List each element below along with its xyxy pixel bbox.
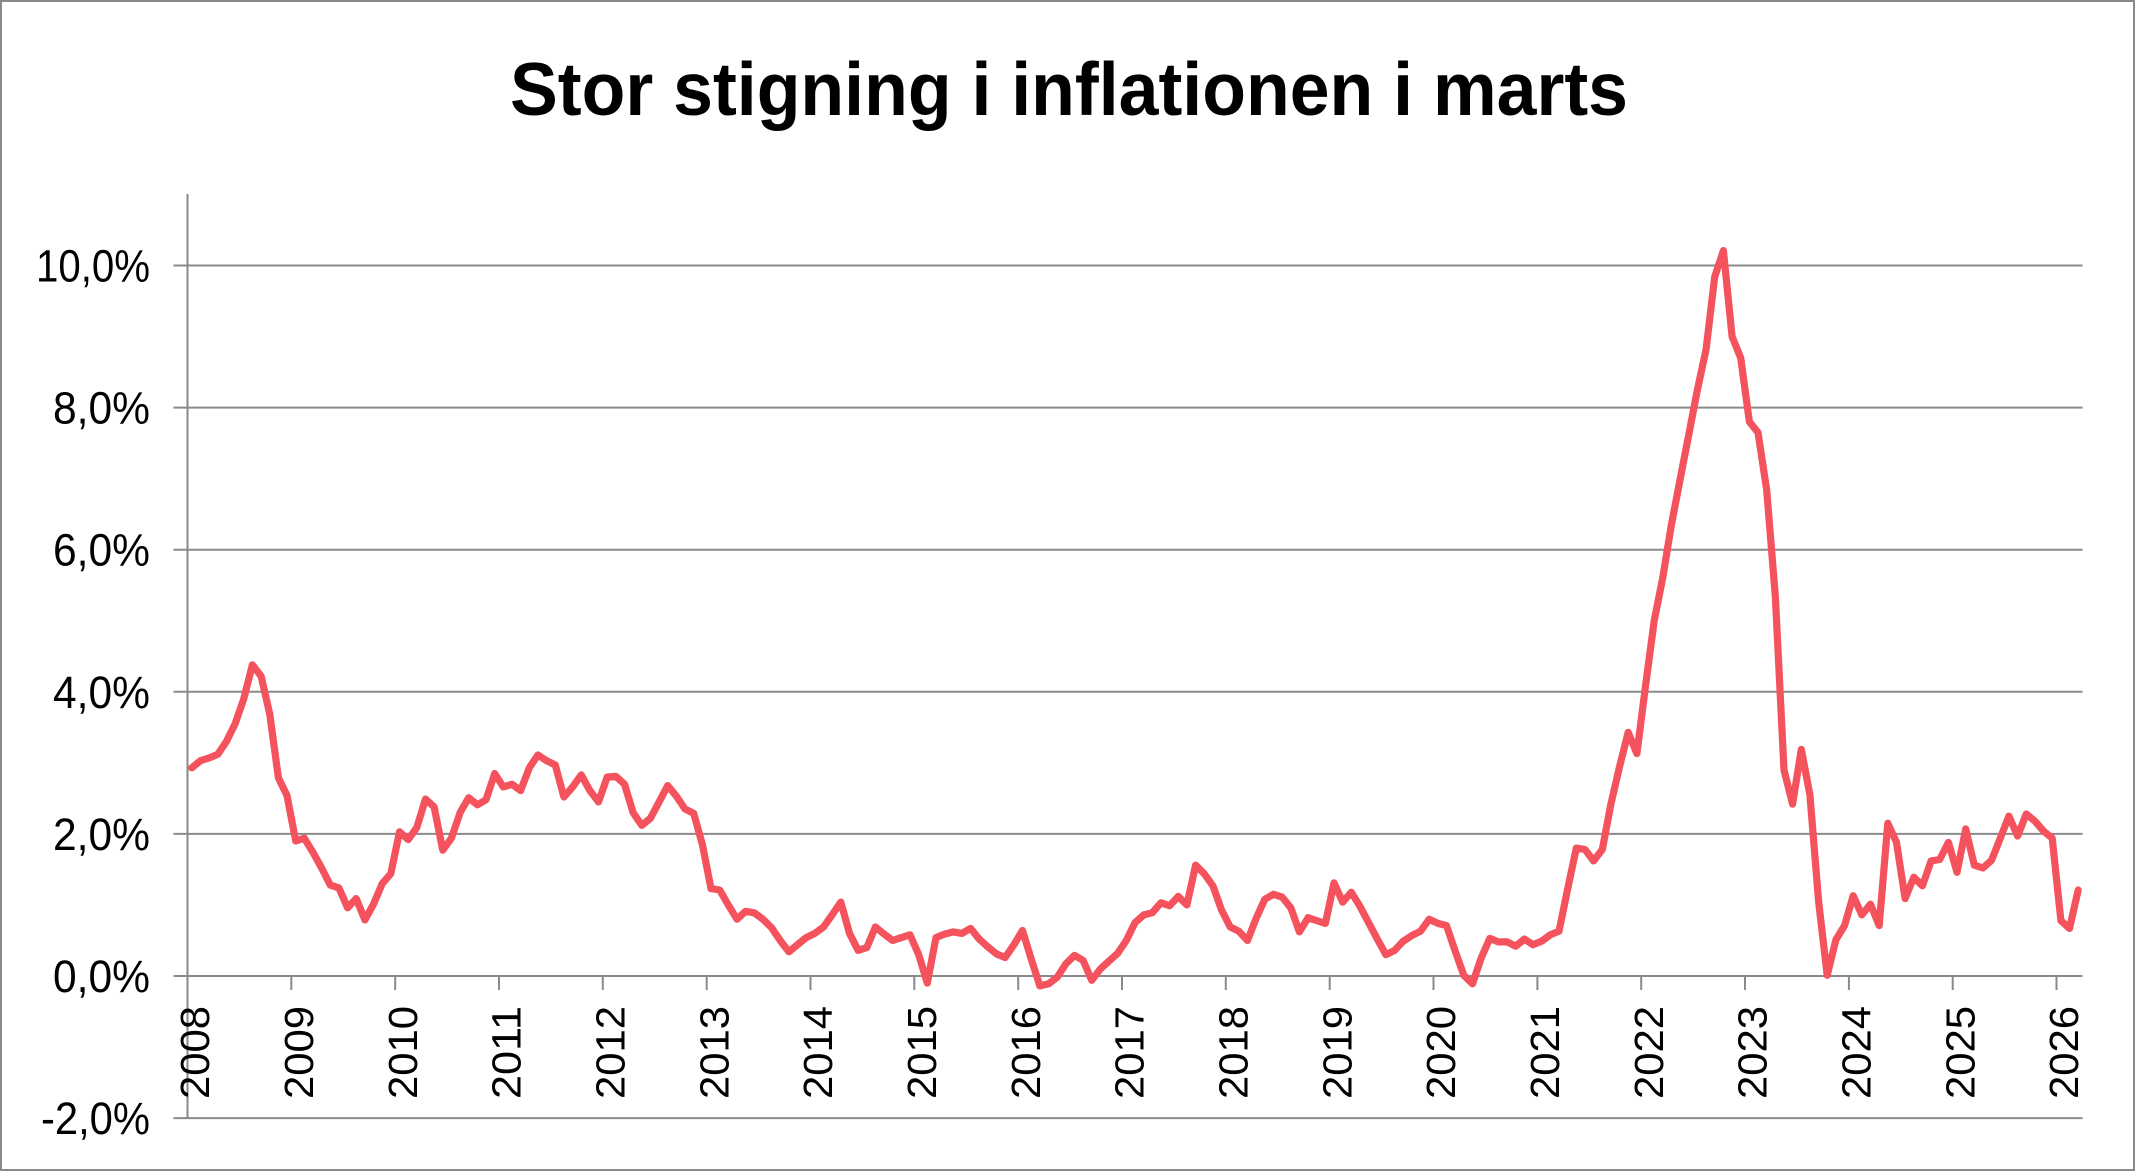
svg-text:2019: 2019 xyxy=(1314,1006,1360,1099)
svg-text:2024: 2024 xyxy=(1834,1006,1880,1099)
svg-text:2022: 2022 xyxy=(1626,1006,1672,1099)
svg-text:4,0%: 4,0% xyxy=(53,667,150,718)
svg-text:2020: 2020 xyxy=(1418,1006,1464,1099)
svg-text:2017: 2017 xyxy=(1107,1006,1153,1099)
svg-text:8,0%: 8,0% xyxy=(53,383,150,434)
svg-text:10,0%: 10,0% xyxy=(36,241,150,292)
svg-text:2016: 2016 xyxy=(1003,1006,1049,1099)
svg-text:2011: 2011 xyxy=(484,1006,530,1099)
svg-text:2026: 2026 xyxy=(2041,1006,2087,1099)
svg-text:2025: 2025 xyxy=(1937,1006,1983,1099)
svg-text:0,0%: 0,0% xyxy=(53,951,150,1002)
svg-text:2012: 2012 xyxy=(587,1006,633,1099)
svg-text:6,0%: 6,0% xyxy=(53,525,150,576)
svg-text:2021: 2021 xyxy=(1522,1006,1568,1099)
svg-text:-2,0%: -2,0% xyxy=(41,1093,150,1144)
svg-text:Stor stigning i inflationen i: Stor stigning i inflationen i marts xyxy=(510,47,1628,131)
svg-text:2018: 2018 xyxy=(1210,1006,1256,1099)
svg-text:2009: 2009 xyxy=(276,1006,322,1099)
svg-text:2023: 2023 xyxy=(1730,1006,1776,1099)
svg-text:2,0%: 2,0% xyxy=(53,809,150,860)
svg-text:2008: 2008 xyxy=(172,1006,218,1099)
svg-text:2015: 2015 xyxy=(899,1006,945,1099)
svg-text:2010: 2010 xyxy=(380,1006,426,1099)
svg-text:2013: 2013 xyxy=(691,1006,737,1099)
svg-text:2014: 2014 xyxy=(795,1006,841,1099)
